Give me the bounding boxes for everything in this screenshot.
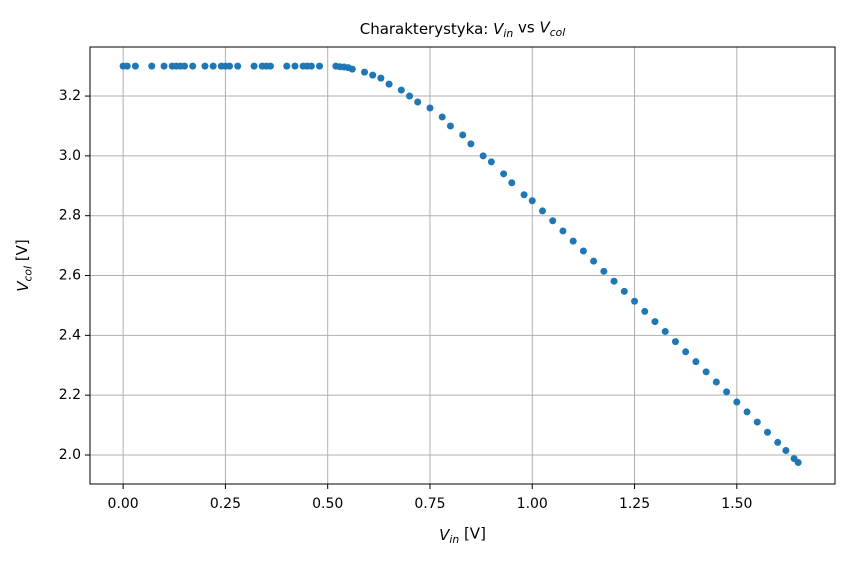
x-axis-label-part: [V] — [459, 525, 486, 543]
point — [446, 122, 454, 130]
y-tick-label: 2.6 — [59, 268, 81, 284]
point — [369, 71, 377, 79]
y-axis-label-part: [V] — [13, 239, 31, 266]
point — [600, 267, 608, 275]
chart-title: Charakterystyka: Vin vs Vcol — [360, 19, 566, 41]
x-axis-label-part: V — [439, 526, 451, 544]
point — [794, 458, 802, 466]
point — [569, 237, 577, 245]
point — [487, 158, 495, 166]
point — [283, 62, 291, 70]
x-axis-label-part: in — [449, 533, 459, 546]
point — [467, 140, 475, 148]
point — [209, 62, 217, 70]
point — [361, 68, 369, 76]
point — [438, 113, 446, 121]
x-tick-label: 1.50 — [721, 496, 752, 512]
point — [538, 207, 546, 215]
point — [201, 62, 209, 70]
point — [549, 217, 557, 225]
x-tick-label: 1.25 — [619, 496, 650, 512]
y-axis-label-part: V — [14, 280, 32, 292]
point — [385, 80, 393, 88]
x-tick-label: 0.75 — [414, 496, 445, 512]
point — [763, 428, 771, 436]
point — [520, 191, 528, 199]
y-tick-label: 2.0 — [59, 447, 81, 463]
point — [266, 62, 274, 70]
point — [631, 297, 639, 305]
chart-title-part: col — [550, 26, 566, 39]
point — [559, 227, 567, 235]
point — [712, 378, 720, 386]
point — [250, 62, 258, 70]
point — [620, 287, 628, 295]
point — [406, 92, 414, 100]
y-tick-label: 3.0 — [59, 148, 81, 164]
point — [397, 86, 405, 94]
point — [160, 62, 168, 70]
point — [753, 418, 761, 426]
point — [723, 388, 731, 396]
point — [610, 277, 618, 285]
chart-title-part: vs — [513, 19, 539, 37]
point — [528, 197, 536, 205]
point — [651, 318, 659, 326]
chart-title-part: Charakterystyka: — [360, 20, 493, 38]
point — [234, 62, 242, 70]
point — [377, 74, 385, 82]
point — [579, 247, 587, 255]
chart-title-part: V — [539, 19, 551, 37]
point — [226, 62, 234, 70]
point — [414, 98, 422, 106]
point — [743, 408, 751, 416]
point — [641, 307, 649, 315]
point — [774, 438, 782, 446]
point — [307, 62, 315, 70]
chart-title-part: V — [493, 20, 505, 38]
point — [590, 257, 598, 265]
point — [123, 62, 131, 70]
y-axis-label: Vcol [V] — [13, 239, 35, 292]
y-axis-label-part: col — [21, 266, 34, 282]
y-tick-label: 2.4 — [59, 327, 81, 343]
chart-title-part: in — [503, 27, 513, 40]
plot-frame — [89, 46, 836, 485]
x-tick-label: 0.25 — [210, 496, 241, 512]
y-tick-label: 3.2 — [59, 88, 81, 104]
x-tick-label: 0.00 — [108, 496, 139, 512]
point — [426, 104, 434, 112]
point — [508, 179, 516, 187]
y-tick-label: 2.2 — [59, 387, 81, 403]
point — [682, 348, 690, 356]
point — [479, 152, 487, 160]
point — [181, 62, 189, 70]
x-axis-label: Vin [V] — [439, 525, 486, 547]
point — [459, 131, 467, 139]
point — [733, 398, 741, 406]
point — [131, 62, 139, 70]
x-tick-label: 0.50 — [312, 496, 343, 512]
point — [671, 338, 679, 346]
point — [148, 62, 156, 70]
point — [291, 62, 299, 70]
y-tick-label: 2.8 — [59, 208, 81, 224]
point — [661, 327, 669, 335]
point — [692, 358, 700, 366]
point — [782, 446, 790, 454]
x-tick-label: 1.00 — [517, 496, 548, 512]
point — [316, 62, 324, 70]
point — [189, 62, 197, 70]
point — [702, 368, 710, 376]
point — [500, 170, 508, 178]
point — [348, 65, 356, 73]
